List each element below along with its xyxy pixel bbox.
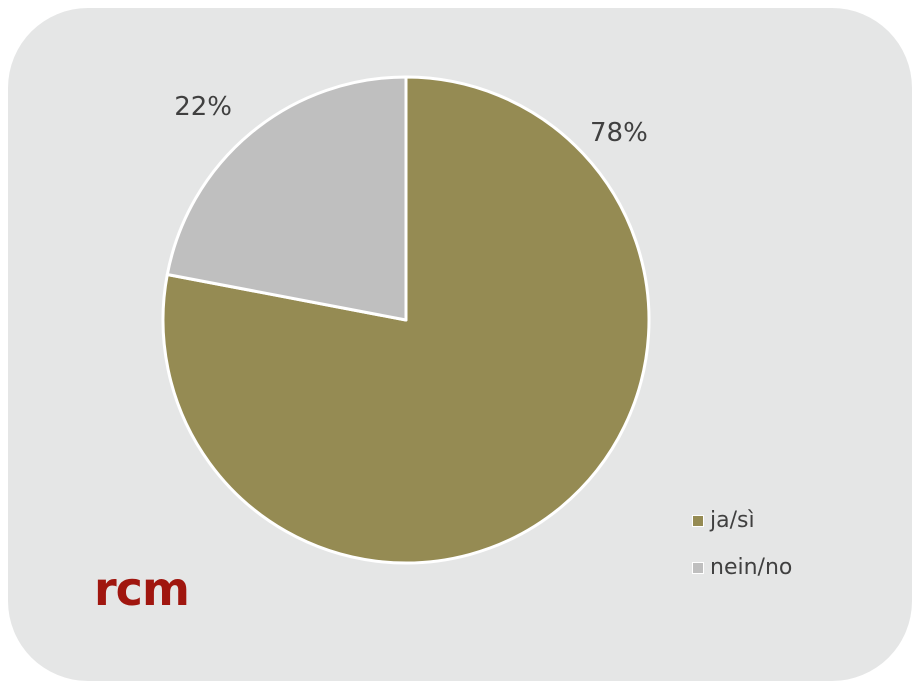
pie-slice-nein: [165, 75, 408, 322]
legend-item-ja: ja/sì: [692, 497, 792, 544]
legend-item-nein: nein/no: [692, 544, 792, 591]
legend-swatch-nein: [692, 561, 704, 574]
legend-swatch-ja: [692, 514, 704, 527]
data-label-ja: 78%: [590, 118, 648, 148]
legend-label-ja: ja/sì: [710, 508, 755, 533]
data-label-nein: 22%: [174, 92, 232, 122]
rcm-logo: rcm: [94, 562, 190, 616]
legend: ja/sì nein/no: [692, 497, 792, 591]
legend-label-nein: nein/no: [710, 555, 793, 580]
